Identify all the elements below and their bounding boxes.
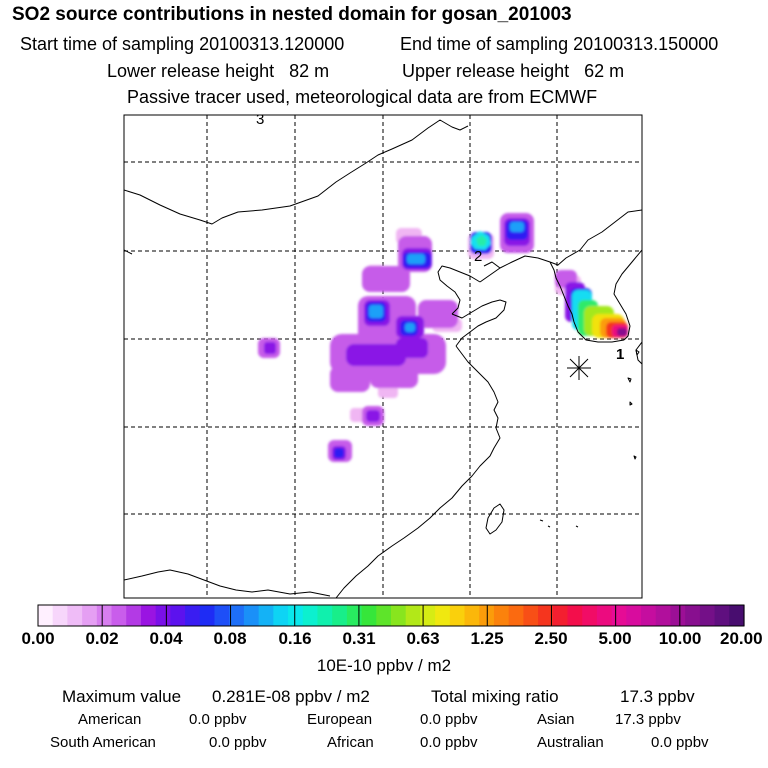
colorbar-swatch bbox=[685, 605, 701, 626]
colorbar-swatch bbox=[567, 605, 583, 626]
colorbar-tick-label: 0.08 bbox=[213, 629, 247, 648]
colorbar-swatch bbox=[67, 605, 83, 626]
region-name: Asian bbox=[537, 711, 575, 728]
colorbar-frame bbox=[37, 604, 745, 627]
colorbar-tick-label: 2.50 bbox=[534, 629, 568, 648]
site-label: 1 bbox=[616, 346, 624, 363]
colorbar-tick-label: 0.02 bbox=[85, 629, 119, 648]
region-value: 0.0 ppbv bbox=[651, 734, 709, 751]
colorbar-swatch bbox=[52, 605, 69, 626]
colorbar-swatch bbox=[435, 605, 451, 626]
colorbar-swatch bbox=[302, 605, 319, 626]
colorbar-swatch bbox=[523, 605, 539, 626]
region-value: 17.3 ppbv bbox=[615, 711, 681, 728]
colorbar-swatch bbox=[126, 605, 142, 626]
colorbar-swatch bbox=[82, 605, 98, 626]
site-label: 2 bbox=[474, 248, 482, 265]
colorbar-swatch bbox=[155, 605, 171, 626]
colorbar-swatch bbox=[96, 605, 113, 626]
colorbar-tick-label: 0.16 bbox=[278, 629, 312, 648]
colorbar-swatch bbox=[611, 605, 627, 626]
colorbar-swatch bbox=[493, 605, 510, 626]
colorbar-tick-label: 0.31 bbox=[342, 629, 376, 648]
start-time-label: Start time of sampling 20100313.120000 bbox=[20, 34, 345, 54]
colorbar-swatch bbox=[332, 605, 348, 626]
colorbar-tick-label: 0.63 bbox=[406, 629, 440, 648]
colorbar-swatch bbox=[508, 605, 524, 626]
map-frame bbox=[123, 114, 643, 599]
upper-release-height-label: Upper release height 62 m bbox=[402, 61, 625, 81]
colorbar-swatch bbox=[420, 605, 436, 626]
colorbar-swatch bbox=[655, 605, 672, 626]
region-name: European bbox=[307, 711, 373, 728]
end-time-label: End time of sampling 20100313.150000 bbox=[400, 34, 719, 54]
region-name: African bbox=[327, 734, 374, 751]
max-value: 0.281E-08 ppbv / m2 bbox=[212, 687, 370, 706]
colorbar-swatch bbox=[111, 605, 127, 626]
colorbar-swatch bbox=[317, 605, 333, 626]
colorbar-swatch bbox=[273, 605, 289, 626]
colorbar-dividers bbox=[101, 605, 681, 626]
region-value: 0.0 ppbv bbox=[420, 734, 478, 751]
colorbar-swatch bbox=[641, 605, 657, 626]
colorbar-swatch bbox=[582, 605, 598, 626]
colorbar-tick-label: 1.25 bbox=[470, 629, 504, 648]
colorbar-swatch bbox=[361, 605, 377, 626]
colorbar-swatch bbox=[699, 605, 716, 626]
colorbar-swatch bbox=[405, 605, 422, 626]
coastlines bbox=[124, 119, 642, 598]
figure-title: SO2 source contributions in nested domai… bbox=[12, 4, 572, 25]
colorbar-swatch bbox=[243, 605, 260, 626]
colorbar-swatch bbox=[449, 605, 466, 626]
lower-release-height-label: Lower release height 82 m bbox=[107, 61, 330, 81]
region-value: 0.0 ppbv bbox=[420, 711, 478, 728]
data-source-note: Passive tracer used, meteorological data… bbox=[127, 87, 598, 107]
colorbar-tick-label: 5.00 bbox=[598, 629, 632, 648]
colorbar-swatch bbox=[376, 605, 392, 626]
colorbar-tick-label: 0.04 bbox=[149, 629, 183, 648]
colorbar-tick-label: 10.00 bbox=[658, 629, 702, 648]
colorbar bbox=[38, 605, 745, 626]
colorbar-swatch bbox=[140, 605, 157, 626]
colorbar-swatch bbox=[199, 605, 216, 626]
concentration-field bbox=[258, 213, 628, 462]
colorbar-swatch bbox=[670, 605, 686, 626]
region-name: South American bbox=[50, 734, 156, 751]
region-value: 0.0 ppbv bbox=[189, 711, 247, 728]
colorbar-swatch bbox=[391, 605, 407, 626]
colorbar-tick-label: 0.00 bbox=[21, 629, 55, 648]
colorbar-swatch bbox=[596, 605, 613, 626]
region-name: American bbox=[78, 711, 142, 728]
colorbar-tick-label: 20.00 bbox=[720, 629, 763, 648]
colorbar-swatch bbox=[626, 605, 642, 626]
region-name: Australian bbox=[537, 734, 604, 751]
colorbar-swatch bbox=[538, 605, 554, 626]
colorbar-swatch bbox=[346, 605, 363, 626]
max-value-label: Maximum value bbox=[62, 687, 182, 706]
colorbar-swatch bbox=[258, 605, 274, 626]
region-value: 0.0 ppbv bbox=[209, 734, 267, 751]
receptor-star-icon bbox=[567, 356, 591, 380]
total-mixing-value: 17.3 ppbv bbox=[620, 687, 695, 706]
colorbar-swatch bbox=[288, 605, 304, 626]
colorbar-swatch bbox=[38, 605, 54, 626]
colorbar-swatch bbox=[714, 605, 730, 626]
total-mixing-label: Total mixing ratio bbox=[431, 687, 559, 706]
colorbar-swatch bbox=[170, 605, 186, 626]
colorbar-swatch bbox=[552, 605, 569, 626]
colorbar-swatch bbox=[214, 605, 230, 626]
colorbar-swatch bbox=[729, 605, 745, 626]
colorbar-units: 10E-10 ppbv / m2 bbox=[316, 656, 452, 675]
colorbar-swatch bbox=[229, 605, 245, 626]
colorbar-swatch bbox=[185, 605, 201, 626]
colorbar-swatch bbox=[464, 605, 480, 626]
site-label: 3 bbox=[256, 111, 264, 128]
